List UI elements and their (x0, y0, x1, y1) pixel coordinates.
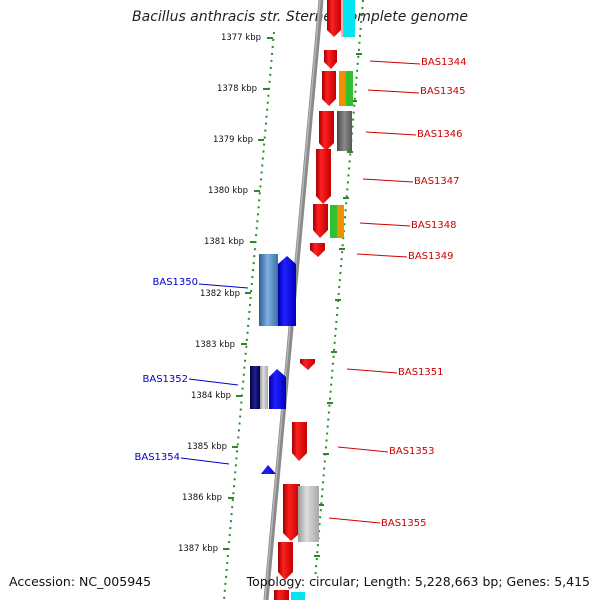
gene-label-bas1350[interactable]: BAS1350 (153, 277, 249, 289)
gene-arrow-forward[interactable] (319, 111, 334, 151)
gene-label-text: BAS1345 (420, 86, 466, 97)
ruler-tick-1381: 1381 kbp (204, 237, 256, 247)
kbp-label: 1386 kbp (182, 493, 222, 503)
gene-label-bas1346[interactable]: BAS1346 (365, 129, 463, 140)
gene-label-text: BAS1352 (143, 374, 189, 385)
gene-arrow-forward[interactable] (322, 71, 336, 106)
right-ruler-track (314, 0, 364, 581)
cog-box-light-gray[interactable] (260, 366, 268, 409)
gene-label-text: BAS1351 (398, 367, 444, 378)
kbp-label: 1387 kbp (178, 544, 218, 554)
gene-arrow-forward[interactable] (316, 149, 331, 204)
ruler-tick-1385: 1385 kbp (187, 442, 238, 452)
gene-label-bas1352[interactable]: BAS1352 (143, 374, 239, 386)
cog-box-gray[interactable] (341, 0, 343, 37)
cog-box-green[interactable] (346, 71, 353, 106)
gene-label-bas1345[interactable]: BAS1345 (367, 86, 466, 97)
gene-label-text: BAS1349 (408, 251, 454, 262)
kbp-label: 1377 kbp (221, 33, 261, 43)
gene-label-text: BAS1348 (411, 220, 457, 231)
ruler-tick-1378: 1378 kbp (217, 84, 269, 94)
cog-box-gray[interactable] (337, 111, 352, 151)
cog-box-cyan[interactable] (291, 592, 305, 600)
ruler-tick-1382: 1382 kbp (200, 289, 251, 299)
ruler-tick-1377: 1377 kbp (221, 33, 273, 43)
gene-label-bas1354[interactable]: BAS1354 (135, 452, 230, 465)
kbp-label: 1378 kbp (217, 84, 257, 94)
gene-label-bas1349[interactable]: BAS1349 (356, 251, 454, 262)
gene-arrow-forward[interactable] (274, 590, 289, 600)
kbp-label: 1380 kbp (208, 186, 248, 196)
gene-arrow-reverse[interactable] (261, 465, 276, 474)
gene-arrow-forward[interactable] (278, 542, 293, 580)
kbp-label: 1384 kbp (191, 391, 231, 401)
accession-text: Accession: NC_005945 (9, 574, 152, 589)
gene-label-bas1344[interactable]: BAS1344 (369, 57, 467, 68)
gene-label-bas1355[interactable]: BAS1355 (328, 517, 427, 529)
cog-box-steel-blue[interactable] (259, 254, 278, 326)
map-title: Bacillus anthracis str. Sterne, complete… (132, 9, 468, 25)
gene-arrow-forward[interactable] (283, 484, 300, 541)
cog-box-orange[interactable] (339, 71, 346, 106)
kbp-label: 1381 kbp (204, 237, 244, 247)
cog-box-orange[interactable] (337, 205, 344, 238)
ruler-tick-1379: 1379 kbp (213, 135, 264, 145)
gene-arrow-reverse[interactable] (278, 256, 296, 326)
gene-label-text: BAS1344 (421, 57, 467, 68)
gene-arrow-forward[interactable] (313, 204, 328, 238)
gene-label-text: BAS1355 (381, 518, 427, 529)
kbp-label: 1383 kbp (195, 340, 235, 350)
gene-arrow-forward[interactable] (300, 359, 315, 370)
cog-box-light-gray[interactable] (298, 486, 319, 542)
ruler-tick-1380: 1380 kbp (208, 186, 260, 196)
gene-label-text: BAS1350 (153, 277, 199, 288)
ruler-tick-1386: 1386 kbp (182, 493, 234, 503)
gene-arrow-forward[interactable] (292, 422, 307, 461)
genome-summary-text: Topology: circular; Length: 5,228,663 bp… (246, 574, 590, 589)
gene-label-bas1353[interactable]: BAS1353 (337, 446, 435, 457)
gene-label-bas1348[interactable]: BAS1348 (359, 220, 457, 231)
gene-label-text: BAS1347 (414, 176, 460, 187)
ruler-tick-1384: 1384 kbp (191, 391, 242, 401)
kbp-label: 1379 kbp (213, 135, 253, 145)
cog-box-navy[interactable] (250, 366, 260, 409)
ruler-tick-1387: 1387 kbp (178, 544, 229, 554)
cog-box-cyan[interactable] (343, 0, 355, 37)
gene-label-bas1351[interactable]: BAS1351 (346, 367, 444, 378)
kbp-label: 1385 kbp (187, 442, 227, 452)
cog-box-green[interactable] (330, 205, 337, 238)
kbp-label: 1382 kbp (200, 289, 240, 299)
gene-label-text: BAS1346 (417, 129, 463, 140)
gene-arrow-forward[interactable] (310, 243, 325, 257)
gene-label-bas1347[interactable]: BAS1347 (362, 176, 460, 187)
gene-arrow-reverse[interactable] (269, 369, 286, 409)
gene-arrow-forward[interactable] (327, 0, 341, 37)
gene-label-text: BAS1354 (135, 452, 181, 463)
gene-label-text: BAS1353 (389, 446, 435, 457)
gene-arrow-forward[interactable] (324, 50, 337, 69)
ruler-tick-1383: 1383 kbp (195, 340, 247, 350)
